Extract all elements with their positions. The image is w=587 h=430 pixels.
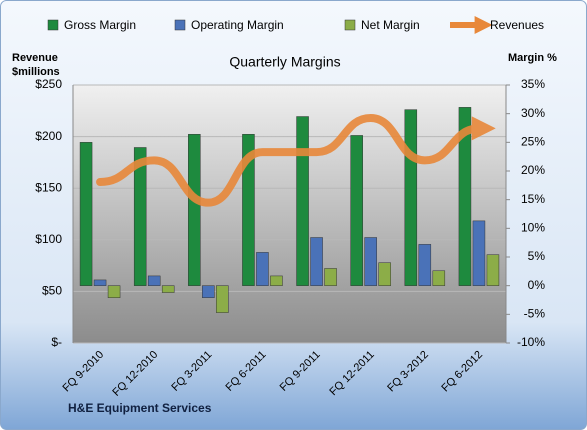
legend-label: Revenues	[490, 18, 544, 32]
y2-tick-label: 25%	[521, 135, 545, 149]
y-tick-label: $150	[35, 180, 62, 194]
y2-tick-label: 5%	[528, 249, 546, 263]
y2-axis-label: Margin %	[508, 52, 557, 64]
bar	[486, 254, 500, 286]
legend-label: Operating Margin	[191, 18, 284, 32]
bar	[79, 142, 93, 286]
bar	[404, 109, 418, 286]
y-tick-label: $200	[35, 129, 62, 143]
y2-tick-label: 15%	[521, 192, 545, 206]
line	[96, 114, 496, 207]
y-tick-label: $250	[35, 77, 62, 91]
legend: Gross Margin Operating Margin Net Margin Re…	[47, 16, 544, 34]
bar	[147, 275, 161, 286]
y2-tick-label: 20%	[521, 163, 545, 177]
bar	[107, 285, 121, 298]
bar	[133, 147, 147, 286]
y2-tick-label: -10%	[517, 335, 545, 349]
bar	[350, 135, 363, 286]
y2-tick-label: 0%	[528, 278, 546, 292]
bar	[216, 285, 229, 313]
chart-title: Quarterly Margins	[229, 54, 340, 70]
bar	[432, 270, 446, 286]
y-tick-label: $100	[35, 232, 62, 246]
y2-tick-label: 10%	[521, 221, 545, 235]
bar	[324, 268, 337, 286]
bar	[378, 262, 391, 286]
bar	[296, 116, 309, 286]
y2-tick-label: 30%	[521, 106, 545, 120]
bar	[256, 252, 269, 286]
bar	[472, 220, 486, 286]
legend-swatch	[344, 19, 356, 31]
legend-swatch	[174, 19, 186, 31]
y-tick-label: $50	[42, 284, 62, 298]
y-axis-label: Revenue $millions	[12, 52, 60, 78]
bar	[418, 244, 432, 286]
bar	[161, 285, 175, 293]
y-tick-label: $-	[51, 335, 62, 349]
footer: H&E Equipment Services	[68, 401, 212, 415]
bar	[242, 134, 255, 286]
y2-tick-label: -5%	[524, 307, 546, 321]
legend-label: Gross Margin	[64, 18, 136, 32]
bar	[458, 107, 472, 286]
bar	[188, 134, 201, 286]
bar	[310, 237, 323, 286]
y2-tick-label: 35%	[521, 77, 545, 91]
bar	[93, 279, 107, 286]
legend-swatch	[47, 19, 59, 31]
bar	[202, 285, 215, 298]
legend-label: Net Margin	[361, 18, 420, 32]
bar	[270, 275, 283, 286]
bar	[364, 237, 377, 286]
